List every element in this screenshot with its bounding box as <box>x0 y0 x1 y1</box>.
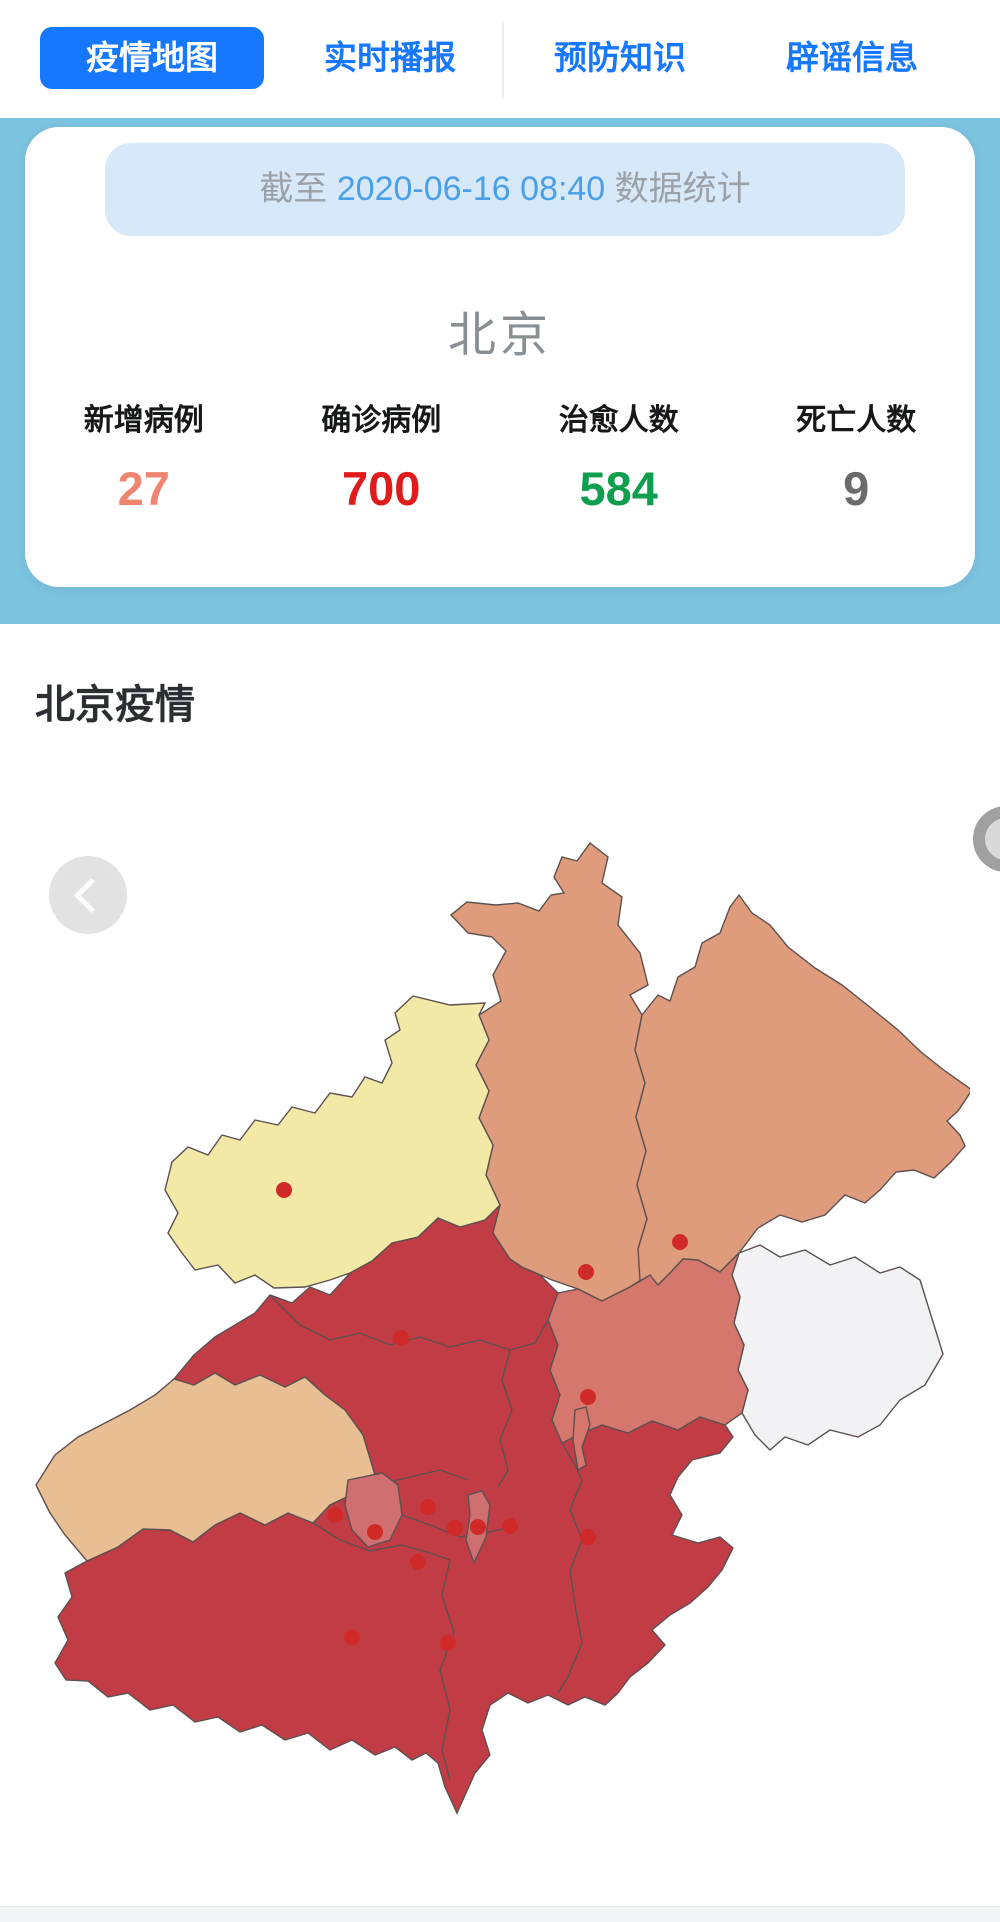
city-title: 北京 <box>447 309 552 362</box>
outbreak-dot <box>578 1264 594 1280</box>
map-region-center-east[interactable] <box>547 1252 749 1444</box>
map-patch-shijingshan[interactable] <box>344 1472 403 1548</box>
stat-cured-count: 治愈人数 584 <box>500 395 738 516</box>
timestamp-suffix: 数据统计 <box>614 170 751 208</box>
outbreak-dot <box>470 1519 486 1535</box>
stat-confirmed-cases: 确诊病例 700 <box>263 395 501 516</box>
map-region-northwest[interactable] <box>164 995 501 1289</box>
outbreak-dot <box>672 1234 688 1250</box>
outbreak-dot <box>440 1635 456 1651</box>
outbreak-dot <box>420 1499 436 1515</box>
stat-label: 治愈人数 <box>558 404 679 437</box>
map-section-title: 北京疫情 <box>35 683 195 727</box>
stat-label: 新增病例 <box>83 404 204 437</box>
stat-death-count: 死亡人数 9 <box>738 395 976 516</box>
section-divider <box>0 1906 1000 1922</box>
map-region-west[interactable] <box>35 1372 379 1562</box>
timestamp-prefix: 截至 <box>259 170 328 208</box>
map-region-north[interactable] <box>449 842 653 1302</box>
stat-value: 27 <box>117 462 170 515</box>
district-inner-borders <box>269 1294 583 1781</box>
tab-prevention-knowledge[interactable]: 预防知识 <box>554 39 686 76</box>
outbreak-dot <box>393 1330 409 1346</box>
stat-label: 确诊病例 <box>321 404 442 437</box>
outbreak-dot <box>502 1518 518 1534</box>
tab-divider <box>502 22 504 98</box>
outbreak-dot <box>276 1182 292 1198</box>
tab-epidemic-map[interactable]: 疫情地图 <box>40 27 264 89</box>
stat-new-cases: 新增病例 27 <box>25 395 263 516</box>
map-region-east[interactable] <box>731 1244 944 1451</box>
timestamp-datetime: 2020-06-16 08:40 <box>336 170 606 208</box>
outbreak-dot <box>344 1629 360 1645</box>
summary-card: 截至 2020-06-16 08:40 数据统计 北京 新增病例 27 确诊病例… <box>25 127 975 587</box>
outbreak-dot <box>367 1524 383 1540</box>
stat-value: 9 <box>843 462 870 515</box>
previous-map-button[interactable] <box>49 856 127 934</box>
chevron-left-icon <box>73 877 110 914</box>
stat-label: 死亡人数 <box>796 404 917 437</box>
stat-value: 700 <box>342 462 421 515</box>
outbreak-dot <box>580 1529 596 1545</box>
timestamp-pill: 截至 2020-06-16 08:40 数据统计 <box>105 143 905 236</box>
beijing-district-map <box>30 825 970 1835</box>
outbreak-dot <box>410 1554 426 1570</box>
outbreak-dot <box>447 1520 463 1536</box>
top-tab-bar: 疫情地图 实时播报 预防知识 辟谣信息 <box>0 0 1000 118</box>
map-patch-shunyi-notch[interactable] <box>572 1406 591 1472</box>
outbreak-dot <box>580 1389 596 1405</box>
outbreak-dot <box>327 1507 343 1523</box>
outbreak-dots <box>276 1182 688 1651</box>
stat-value: 584 <box>579 462 658 515</box>
stats-row: 新增病例 27 确诊病例 700 治愈人数 584 死亡人数 9 <box>25 395 975 516</box>
tab-rumor-refutation[interactable]: 辟谣信息 <box>786 39 918 76</box>
next-control-ring-icon[interactable] <box>973 806 1000 872</box>
tab-live-report[interactable]: 实时播报 <box>324 39 456 76</box>
